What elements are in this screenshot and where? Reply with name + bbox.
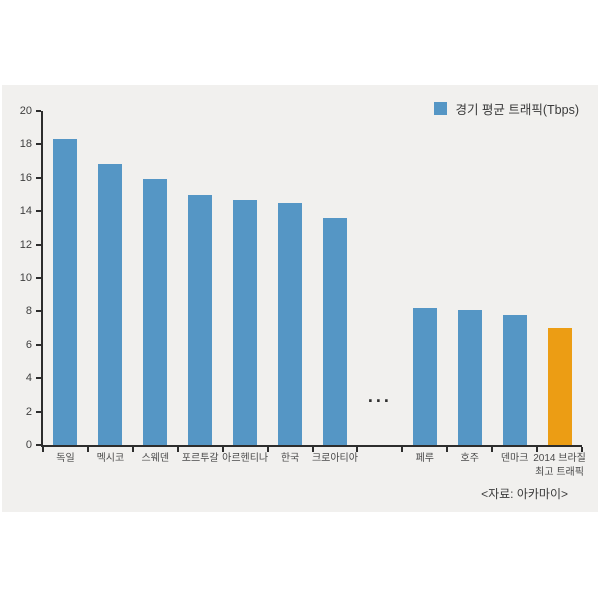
- y-axis-tick: [36, 277, 41, 279]
- x-axis-tick: [221, 447, 224, 452]
- x-axis-labels: 독일 멕시코 스웨덴 포르투갈 아르헨티나 한국 크로아티아 페루 호주 덴마크 2014 브라질 …: [43, 452, 586, 486]
- x-axis-tick: [86, 447, 89, 452]
- bar-9: [412, 308, 437, 445]
- y-axis-label: 12: [19, 238, 32, 251]
- x-axis-tick: [401, 447, 404, 452]
- category-slot: [313, 111, 358, 445]
- y-axis-tick: [36, 444, 41, 446]
- x-axis-label: 한국: [280, 453, 300, 464]
- y-axis-label: 2: [25, 405, 32, 418]
- bar-5: [233, 199, 258, 445]
- bar-2: [98, 164, 123, 445]
- x-axis-label: 페루: [415, 453, 434, 464]
- bar-7: [322, 217, 347, 445]
- legend-swatch-icon: [434, 102, 448, 115]
- y-axis-tick: [36, 143, 41, 146]
- y-axis-label: 16: [19, 171, 32, 184]
- x-axis-label: 스웨덴: [141, 453, 170, 464]
- category-slot: [88, 111, 133, 445]
- x-axis-label: 덴마크: [500, 453, 529, 464]
- x-axis-label: 2014 브라질 최고 트래픽: [533, 453, 586, 478]
- x-axis-tick: [131, 447, 134, 452]
- y-axis-label: 4: [25, 372, 32, 385]
- bar-4: [188, 194, 213, 445]
- bar-11: [502, 314, 527, 445]
- y-axis-tick: [36, 176, 41, 179]
- category-slot: ...: [357, 111, 402, 445]
- x-axis-label: 멕시코: [96, 453, 125, 464]
- category-slot: [402, 111, 447, 445]
- x-axis-label: 호주: [460, 453, 479, 464]
- y-axis-tick: [36, 243, 41, 246]
- x-axis-label: 아르헨티나: [222, 453, 269, 464]
- category-slot: [43, 111, 88, 445]
- x-axis-tick: [311, 447, 314, 452]
- y-axis-label: 14: [19, 205, 32, 218]
- category-slot: [537, 111, 582, 445]
- y-axis-tick: [36, 110, 41, 112]
- x-axis-tick: [266, 447, 269, 452]
- bar-12: [547, 328, 572, 445]
- category-slot: [223, 111, 268, 445]
- legend-label: 경기 평균 트래픽(Tbps): [455, 103, 579, 117]
- category-slot: [447, 111, 492, 445]
- x-axis-label: 크로아티아: [311, 453, 358, 464]
- x-axis-label: 포르투갈: [181, 453, 219, 464]
- x-axis-tick: [356, 447, 359, 452]
- bar-10: [457, 309, 482, 445]
- y-axis-tick: [36, 310, 41, 313]
- y-axis-tick: [36, 377, 41, 380]
- x-axis-tick: [176, 447, 179, 452]
- y-axis-label: 20: [19, 105, 32, 117]
- category-slot: [268, 111, 313, 445]
- y-axis-label: 8: [25, 305, 32, 318]
- y-axis-label: 6: [25, 338, 32, 351]
- y-axis-label: 0: [25, 439, 32, 451]
- x-axis-label: 독일: [56, 453, 75, 464]
- chart-panel: 경기 평균 트래픽(Tbps) ... 독일 멕시코 스웨덴 포르투갈 아르헨티나 한국 크…: [2, 85, 598, 512]
- category-slot: [133, 111, 178, 445]
- plot-area: ...: [41, 111, 582, 447]
- gap-ellipsis: ...: [367, 386, 392, 406]
- x-axis-tick: [491, 447, 494, 452]
- x-axis-tick: [581, 447, 583, 452]
- y-axis-tick: [36, 343, 41, 346]
- x-axis-tick: [536, 447, 539, 452]
- category-slot: [178, 111, 223, 445]
- category-slot: [492, 111, 537, 445]
- y-axis-label: 10: [19, 272, 32, 284]
- source-note: <자료: 아카마이>: [481, 487, 568, 501]
- x-axis-tick: [446, 447, 449, 452]
- y-axis-tick: [36, 210, 41, 213]
- y-axis-label: 18: [19, 138, 32, 151]
- bar-1: [53, 139, 78, 445]
- bars-container: ...: [43, 111, 582, 445]
- bar-6: [278, 202, 303, 445]
- chart-legend: 경기 평균 트래픽(Tbps): [434, 99, 579, 118]
- y-axis-tick: [36, 410, 41, 413]
- bar-3: [143, 179, 168, 445]
- x-axis-tick: [42, 447, 44, 452]
